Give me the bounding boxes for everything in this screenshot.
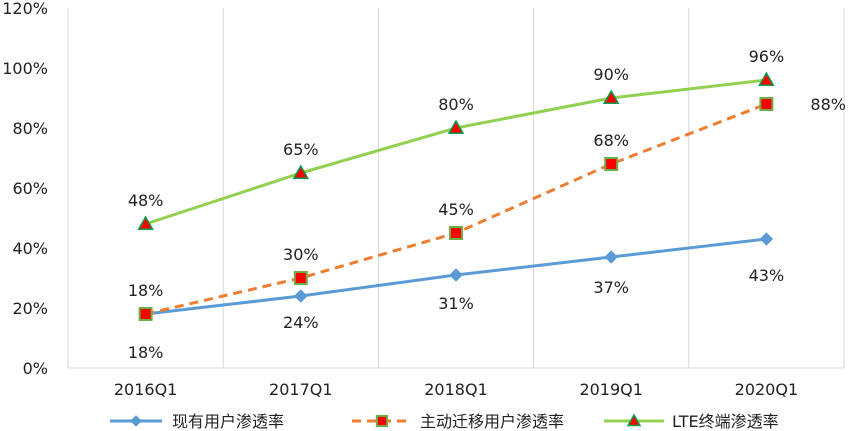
legend: 现有用户渗透率 主动迁移用户渗透率 LTE终端渗透率 [110, 412, 779, 431]
data-label: 30% [283, 245, 319, 264]
legend-label: 主动迁移用户渗透率 [420, 412, 564, 431]
diamond-marker [130, 415, 142, 427]
data-label: 43% [749, 266, 785, 285]
data-label: 48% [128, 191, 164, 210]
legend-label: 现有用户渗透率 [172, 412, 284, 431]
square-marker [449, 226, 463, 240]
data-label: 90% [593, 65, 629, 84]
data-label: 18% [128, 281, 164, 300]
data-label: 31% [438, 294, 474, 313]
grid-lines [67, 8, 845, 368]
diamond-marker [604, 250, 618, 264]
data-label: 24% [283, 313, 319, 332]
triangle-marker [602, 89, 620, 104]
legend-item: 主动迁移用户渗透率 [352, 412, 564, 431]
data-label: 96% [749, 47, 785, 66]
x-tick-label: 2018Q1 [424, 380, 488, 399]
y-tick-label: 60% [12, 179, 48, 198]
legend-label: LTE终端渗透率 [672, 412, 779, 431]
square-marker [375, 414, 389, 428]
diamond-marker [449, 268, 463, 282]
square-marker [138, 307, 153, 321]
data-label: 37% [593, 278, 629, 297]
y-tick-label: 20% [12, 299, 48, 318]
diamond-marker [294, 289, 308, 303]
y-tick-label: 80% [12, 119, 48, 138]
y-tick-label: 120% [2, 0, 48, 18]
x-axis-tick-labels: 2016Q1 2017Q1 2018Q1 2019Q1 2020Q1 [114, 380, 798, 399]
square-marker [759, 97, 774, 111]
y-tick-label: 0% [23, 359, 48, 378]
x-tick-label: 2020Q1 [735, 380, 799, 399]
legend-item: 现有用户渗透率 [110, 412, 284, 431]
data-label: 68% [593, 131, 629, 150]
data-label: 65% [283, 140, 319, 159]
triangle-marker [137, 215, 154, 230]
diamond-marker [759, 232, 774, 246]
y-tick-label: 100% [2, 59, 48, 78]
legend-item: LTE终端渗透率 [604, 412, 779, 431]
data-label: 88% [810, 95, 846, 114]
data-labels: 18% 24% 31% 37% 43% 18% 30% 45% 68% 88% 48% 65% 80% 9… [128, 47, 846, 362]
x-tick-label: 2017Q1 [269, 380, 333, 399]
data-label: 45% [438, 200, 474, 219]
triangle-marker [758, 71, 775, 86]
square-marker [604, 157, 619, 171]
series-markers [137, 71, 775, 321]
triangle-marker [626, 413, 642, 427]
x-tick-label: 2016Q1 [114, 380, 178, 399]
square-marker [293, 271, 308, 285]
data-label: 18% [128, 343, 164, 362]
y-tick-label: 40% [12, 239, 48, 258]
y-axis-tick-labels: 0% 20% 40% 60% 80% 100% 120% [2, 0, 48, 378]
data-label: 80% [438, 95, 474, 114]
triangle-marker [447, 119, 465, 134]
x-tick-label: 2019Q1 [579, 380, 643, 399]
triangle-marker [292, 164, 310, 179]
